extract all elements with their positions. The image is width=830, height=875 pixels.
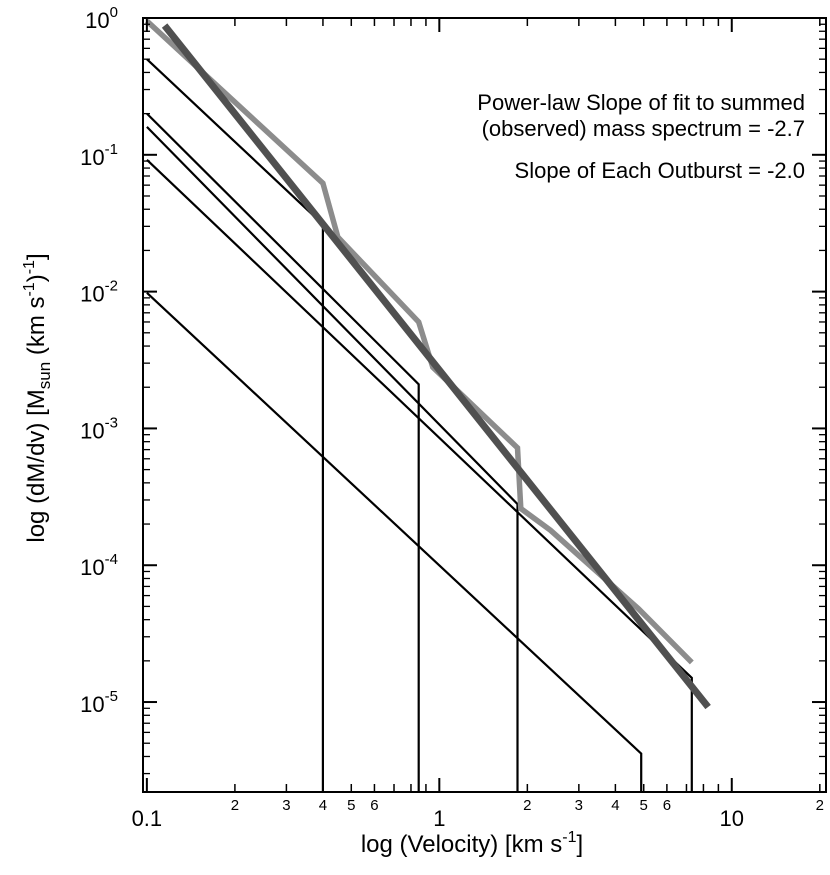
x-major-tick-label: 10 bbox=[720, 806, 744, 831]
y-major-tick-label: 10-2 bbox=[80, 278, 118, 307]
y-major-tick-label: 10-1 bbox=[80, 141, 118, 170]
x-minor-tick-label: 3 bbox=[575, 797, 583, 814]
power-law-fit-series bbox=[161, 23, 711, 710]
outburst-series-1 bbox=[146, 58, 324, 792]
x-major-tick-label: 0.1 bbox=[132, 806, 163, 831]
x-minor-tick-label: 6 bbox=[663, 797, 671, 814]
y-axis-title: log (dM/dv) [Msun (km s-1)-1] bbox=[21, 253, 54, 542]
outburst-series-3 bbox=[146, 126, 519, 792]
x-axis-title: log (Velocity) [km s-1] bbox=[361, 829, 583, 858]
plot-frame bbox=[142, 17, 827, 793]
x-minor-tick-label: 4 bbox=[319, 797, 327, 814]
outburst-series-2 bbox=[146, 112, 420, 792]
y-major-tick-label: 100 bbox=[85, 4, 118, 33]
y-major-tick-label: 10-3 bbox=[80, 414, 118, 443]
x-minor-tick-label: 5 bbox=[347, 797, 355, 814]
x-minor-tick-label: 2 bbox=[231, 797, 239, 814]
x-minor-tick-label: 2 bbox=[523, 797, 531, 814]
x-minor-tick-label: 4 bbox=[611, 797, 619, 814]
series-layer bbox=[145, 18, 711, 792]
x-minor-tick-label: 6 bbox=[370, 797, 378, 814]
x-major-tick-label: 1 bbox=[433, 806, 445, 831]
y-major-tick-label: 10-4 bbox=[80, 551, 118, 580]
annotation-line-3: Slope of Each Outburst = -2.0 bbox=[515, 158, 805, 183]
annotation-line-1: Power-law Slope of fit to summed bbox=[477, 90, 805, 115]
outburst-series-4 bbox=[146, 159, 693, 792]
x-minor-tick-label: 3 bbox=[282, 797, 290, 814]
outburst-series-5 bbox=[146, 291, 643, 792]
x-minor-tick-label: 2 bbox=[816, 797, 824, 814]
annotation-line-2: (observed) mass spectrum = -2.7 bbox=[482, 116, 805, 141]
x-minor-tick-label: 5 bbox=[640, 797, 648, 814]
y-major-tick-label: 10-5 bbox=[80, 688, 118, 717]
